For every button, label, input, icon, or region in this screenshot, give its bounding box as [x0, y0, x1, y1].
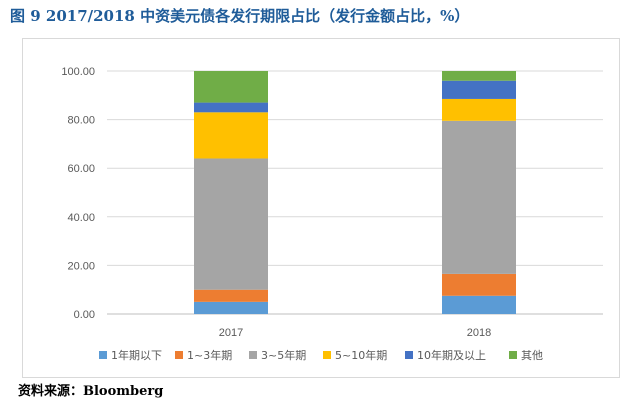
legend-swatch — [509, 351, 517, 359]
y-tick-label: 0.00 — [74, 309, 95, 321]
bar-segment — [194, 158, 268, 290]
figure-title: 图 9 2017/2018 中资美元债各发行期限占比（发行金额占比，%） — [10, 7, 470, 25]
bar-segment — [442, 120, 516, 274]
bar-segment — [442, 71, 516, 81]
x-tick-label: 2018 — [467, 327, 491, 339]
y-tick-label: 20.00 — [67, 260, 95, 272]
legend-swatch — [323, 351, 331, 359]
bar-segment — [442, 295, 516, 314]
legend-label: 1~3年期 — [187, 348, 232, 362]
bar-segment — [194, 102, 268, 113]
legend-label: 5~10年期 — [335, 348, 387, 362]
bar-segment — [194, 289, 268, 302]
legend-swatch — [405, 351, 413, 359]
y-tick-label: 60.00 — [67, 163, 95, 175]
bar-segment — [442, 273, 516, 296]
bar-segment — [194, 112, 268, 159]
bar-segment — [194, 301, 268, 314]
bar-segment — [442, 98, 516, 121]
legend-swatch — [249, 351, 257, 359]
y-tick-label: 40.00 — [67, 212, 95, 224]
legend-swatch — [99, 351, 107, 359]
bar-segment — [194, 71, 268, 103]
legend-label: 其他 — [521, 349, 543, 362]
chart-area: 0.00 20.00 40.00 60.00 80.00 100.00 2017 2018 1年… — [22, 38, 620, 378]
y-tick-label: 80.00 — [67, 115, 95, 127]
y-tick-label: 100.00 — [61, 66, 95, 78]
legend-label: 10年期及以上 — [417, 348, 486, 362]
stacked-bar-chart: 0.00 20.00 40.00 60.00 80.00 100.00 2017 2018 1年… — [61, 66, 603, 362]
legend-label: 3~5年期 — [261, 348, 306, 362]
x-tick-label: 2017 — [219, 327, 243, 339]
source-note: 资料来源：Bloomberg — [18, 384, 164, 399]
legend-label: 1年期以下 — [111, 348, 162, 362]
legend-swatch — [175, 351, 183, 359]
bar-segment — [442, 80, 516, 99]
